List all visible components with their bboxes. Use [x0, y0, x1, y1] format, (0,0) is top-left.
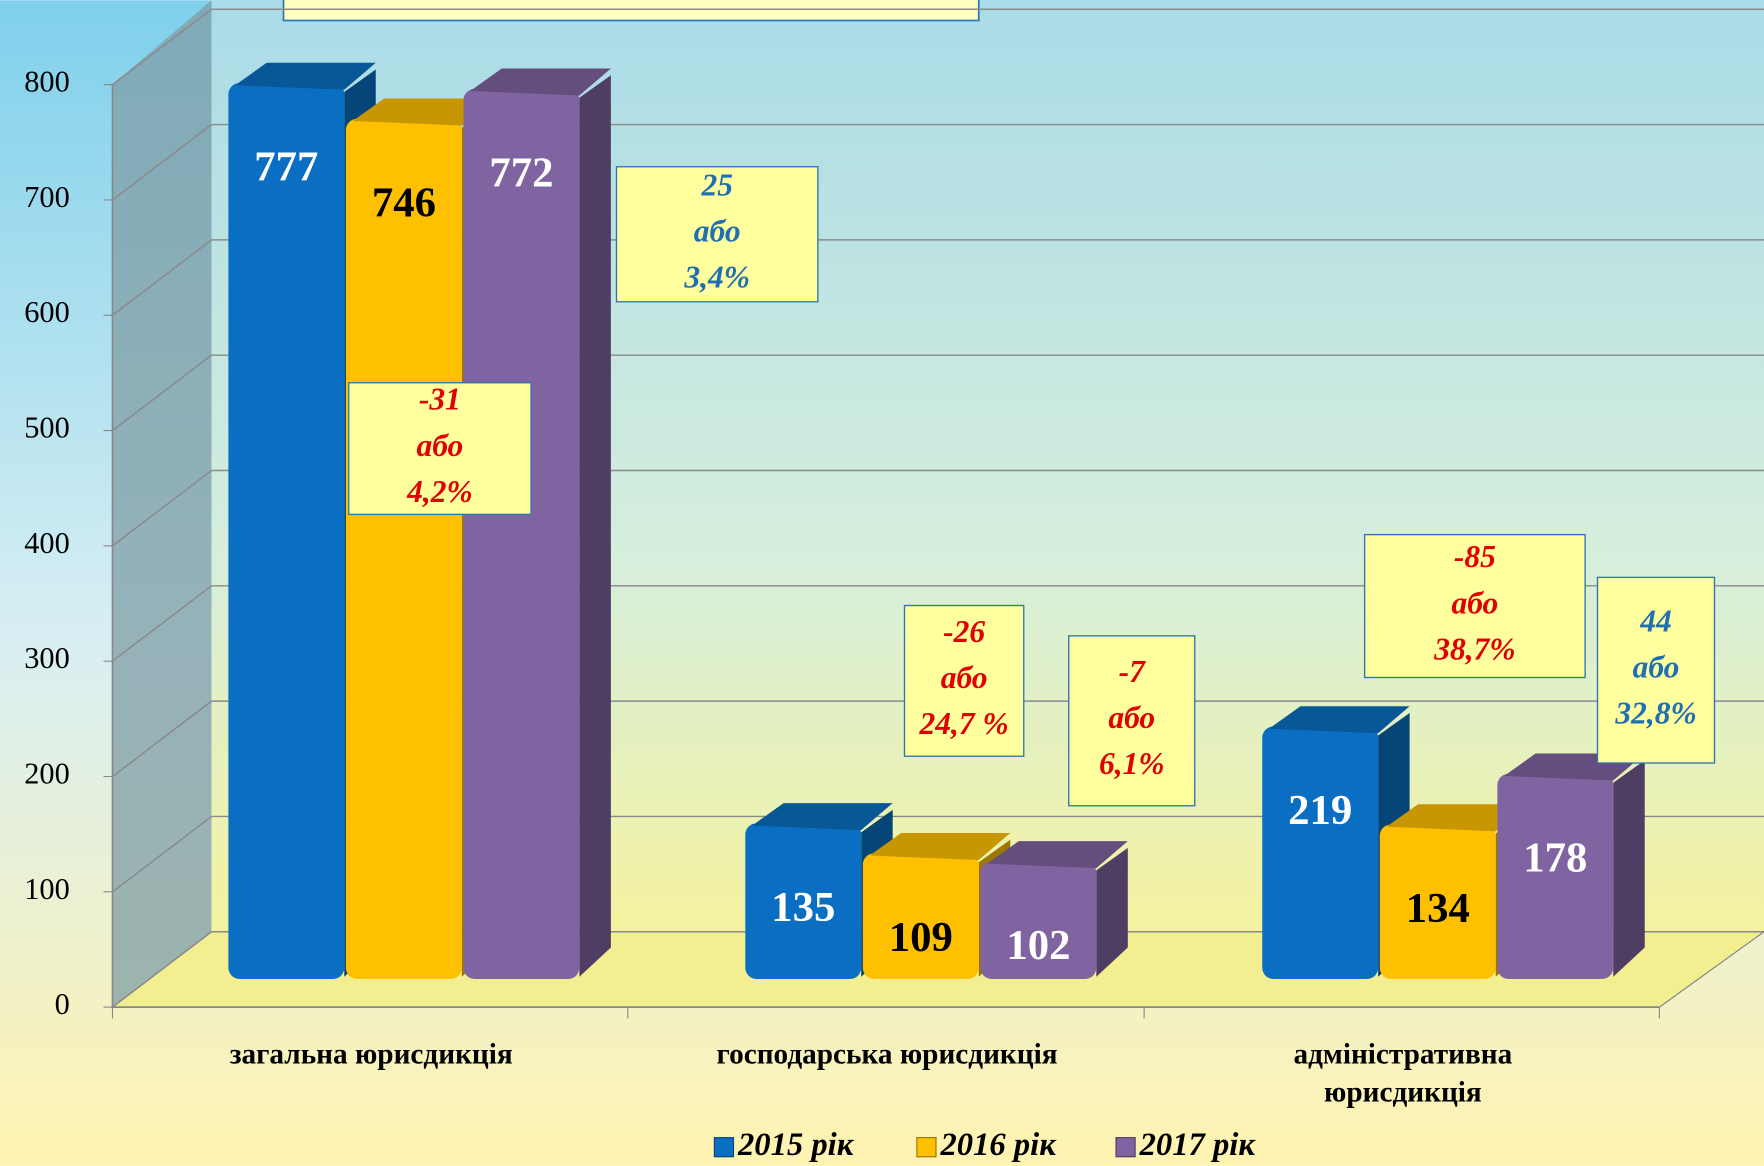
labels: 0 100 200 300 400 500 600 700 800 загальна юрисди… [24, 65, 1716, 1163]
bar-top [752, 803, 893, 831]
value-label: 134 [1406, 885, 1470, 932]
bar [1497, 773, 1614, 979]
y-tick-label: 0 [55, 987, 70, 1021]
bar [980, 861, 1097, 979]
bar-top [869, 833, 1011, 861]
legend-swatch [1115, 1137, 1136, 1158]
annotation-text: 4,2% [406, 474, 473, 509]
annotation-text: 3,4% [683, 260, 750, 295]
grid-line [112, 469, 212, 547]
x-tick-label: загальна юрисдикція [229, 1037, 513, 1071]
bar [862, 853, 979, 979]
side-wall [112, 0, 212, 1008]
annotation-text: 25 [700, 167, 733, 202]
annotation-text: 44 [1639, 603, 1672, 638]
bar [345, 118, 462, 980]
annotation-text: 38,7% [1433, 631, 1515, 666]
legend-swatch [713, 1137, 735, 1158]
annotation-text: 24,7 % [919, 706, 1009, 741]
annotation-text: або [1633, 649, 1680, 684]
value-label: 746 [372, 179, 436, 226]
annotation-text: або [941, 660, 988, 695]
grid-line [112, 931, 212, 1008]
bar-side [1613, 760, 1645, 977]
y-tick-label: 800 [24, 65, 70, 99]
bar [1379, 824, 1496, 979]
bar [745, 823, 862, 979]
annotation-text: -7 [1119, 654, 1146, 689]
title-box [282, 0, 980, 22]
x-label-box: адміністративна юрисдикція [1293, 1037, 1513, 1109]
value-label: 178 [1523, 834, 1587, 881]
annotation-text: або [694, 213, 741, 248]
y-tick-label: 300 [24, 641, 70, 675]
grid-line [112, 123, 212, 201]
annotation-text: 32,8% [1614, 696, 1696, 731]
grid-line [112, 8, 212, 86]
bar-top [470, 68, 611, 96]
value-label: 102 [1006, 922, 1070, 969]
annotation-text: або [1108, 700, 1155, 735]
bars [228, 62, 1645, 980]
value-label: 777 [254, 144, 318, 191]
y-tick-label: 600 [24, 295, 70, 329]
grid-line [112, 815, 212, 893]
bar-top [235, 62, 376, 90]
y-tick-label: 500 [24, 411, 70, 445]
annotation-box [1068, 635, 1196, 807]
annotation-box [1363, 533, 1586, 679]
y-tick-label: 400 [24, 526, 70, 560]
bar-side [1096, 847, 1128, 977]
y-tick-label: 700 [24, 180, 70, 214]
legend-label: 2017 рік [1139, 1127, 1257, 1163]
legend-label: 2015 рік [737, 1127, 855, 1163]
value-label: 135 [771, 884, 835, 931]
annotation-box [1596, 576, 1716, 764]
value-label: 219 [1288, 787, 1352, 834]
grid-line [112, 700, 212, 778]
annotation-box [348, 382, 532, 516]
bar [1262, 726, 1379, 979]
annotation-text: або [1451, 585, 1498, 620]
annotation-text: -31 [419, 382, 461, 417]
annotation-box [903, 604, 1025, 757]
bar-top [987, 841, 1128, 869]
annotation-box [615, 166, 819, 303]
bar-top [352, 98, 494, 126]
x-tick-label: господарська юрисдикція [716, 1037, 1058, 1071]
x-label-box: загальна юрисдикція [229, 1037, 513, 1071]
bar [228, 83, 345, 980]
y-tick-label: 200 [24, 756, 70, 790]
bar-top [1386, 804, 1528, 832]
bar-side [579, 75, 611, 977]
y-tick-label: 100 [24, 872, 70, 906]
grid-line [112, 585, 212, 662]
value-label: 772 [489, 149, 553, 196]
annotation-text: 6,1% [1099, 746, 1165, 781]
grid-line [112, 239, 212, 316]
bar-top [1269, 706, 1410, 734]
grid-line [112, 354, 212, 432]
value-label: 109 [889, 914, 953, 961]
legend-label: 2016 рік [940, 1127, 1058, 1163]
legend-swatch [916, 1137, 937, 1158]
x-label-box: господарська юрисдикція [716, 1037, 1058, 1071]
annotation-text: -85 [1454, 539, 1496, 574]
bar [463, 88, 580, 980]
annotation-text: або [416, 428, 463, 463]
x-tick-label: адміністративна юрисдикція [1293, 1037, 1513, 1109]
annotation-text: -26 [943, 614, 985, 649]
